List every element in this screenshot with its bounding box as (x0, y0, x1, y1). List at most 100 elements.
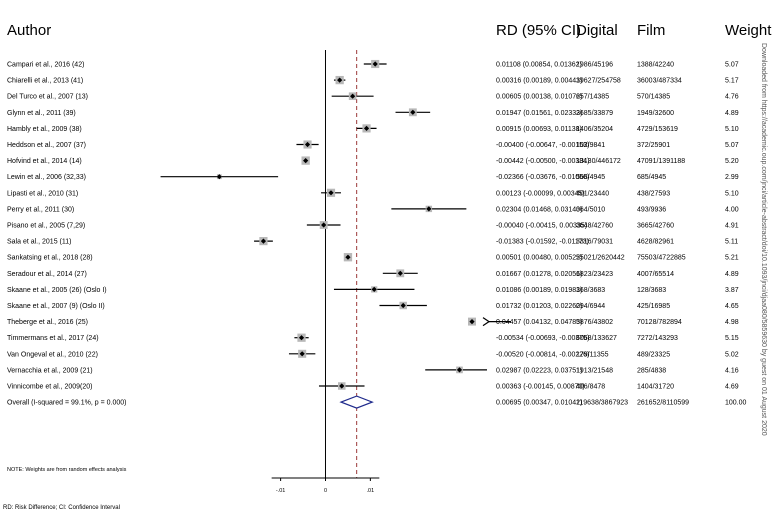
study-point-estimate (339, 383, 345, 389)
study-author: Campari et al., 2016 (42) (7, 62, 84, 69)
study-point-estimate (372, 61, 378, 67)
study-film-count: 685/4945 (637, 174, 666, 181)
study-weight: 4.69 (725, 384, 739, 391)
study-digital-count: 2685/33879 (576, 110, 613, 117)
study-film-count: 1388/42240 (637, 62, 674, 69)
study-film-count: 1404/31720 (637, 384, 674, 391)
offscale-arrow-icon (482, 317, 491, 327)
study-author: Hofvind et al., 2014 (14) (7, 158, 82, 165)
study-point-estimate (337, 77, 343, 83)
study-digital-count: 3316/79031 (576, 239, 613, 246)
x-tick-label: .01 (367, 488, 375, 494)
study-film-count: 128/3683 (637, 287, 666, 294)
study-author: Skaane et al., 2007 (9) (Oslo II) (7, 303, 105, 310)
study-digital-count: 13130/446172 (576, 158, 621, 165)
study-digital-count: 1913/21548 (576, 367, 613, 374)
study-weight: 4.16 (725, 367, 739, 374)
study-weight: 4.89 (725, 271, 739, 278)
study-film-count: 489/23325 (637, 351, 670, 358)
study-film-count: 285/4838 (637, 367, 666, 374)
study-rd-ci: 0.00316 (0.00189, 0.00443) (496, 78, 582, 85)
study-point-estimate (216, 174, 222, 180)
study-weight: 4.65 (725, 303, 739, 310)
study-rd-ci: 0.01086 (0.00189, 0.01983) (496, 287, 582, 294)
study-point-estimate (410, 109, 416, 115)
study-author: Sankatsing et al., 2018 (28) (7, 255, 93, 262)
study-film-count: 4729/153619 (637, 126, 678, 133)
weights-note: NOTE: Weights are from random effects an… (7, 467, 127, 473)
study-rd-ci: 0.00363 (-0.00145, 0.00870) (496, 384, 585, 391)
study-weight: 5.17 (725, 78, 739, 85)
study-point-estimate (303, 158, 309, 164)
study-rd-ci: 0.04457 (0.04132, 0.04783) (496, 319, 582, 326)
study-point-estimate (304, 141, 311, 148)
study-digital-count: 657/14385 (576, 94, 609, 101)
study-rd-ci: -0.00040 (-0.00415, 0.00335) (496, 223, 587, 230)
study-film-count: 3665/42760 (637, 223, 674, 230)
study-rd-ci: -0.00442 (-0.00500, -0.00384) (496, 158, 589, 165)
study-rd-ci: 0.01732 (0.01203, 0.02260) (496, 303, 582, 310)
study-weight: 4.91 (725, 223, 739, 230)
study-author: Seradour et al., 2014 (27) (7, 271, 87, 278)
study-digital-count: 55021/2620442 (576, 255, 625, 262)
overall-film-count: 261652/8110599 (637, 400, 689, 407)
study-rd-ci: -0.00400 (-0.00647, -0.00153) (496, 142, 589, 149)
overall-digital-count: 119638/3867923 (576, 400, 628, 407)
study-author: Del Turco et al., 2007 (13) (7, 94, 88, 101)
study-digital-count: 1406/35204 (576, 126, 613, 133)
study-author: Van Ongeval et al., 2010 (22) (7, 351, 98, 358)
study-point-estimate (363, 125, 370, 131)
overall-label: Overall (I-squared = 99.1%, p = 0.000) (7, 400, 126, 407)
study-digital-count: 19627/254758 (576, 78, 621, 85)
study-rd-ci: -0.02366 (-0.03676, -0.01056) (496, 174, 589, 181)
header-rd: RD (95% CI) (496, 22, 581, 39)
study-weight: 5.07 (725, 62, 739, 69)
study-weight: 5.07 (725, 142, 739, 149)
study-point-estimate (456, 367, 463, 373)
study-rd-ci: 0.00605 (0.00138, 0.01072) (496, 94, 582, 101)
study-author: Sala et al., 2015 (11) (7, 239, 71, 246)
study-rd-ci: 0.02987 (0.02223, 0.03751) (496, 367, 582, 374)
study-digital-count: 401/23440 (576, 190, 609, 197)
study-author: Vinnicombe et al., 2009(20) (7, 384, 92, 391)
study-rd-ci: 0.01108 (0.00854, 0.01362) (496, 62, 582, 69)
study-weight: 4.98 (725, 319, 739, 326)
study-rd-ci: 0.00915 (0.00693, 0.01138) (496, 126, 582, 133)
study-point-estimate (400, 302, 406, 309)
study-digital-count: 3648/42760 (576, 223, 613, 230)
study-author: Lipasti et al., 2010 (31) (7, 190, 78, 197)
study-point-estimate (299, 351, 305, 357)
study-point-estimate (426, 206, 432, 212)
study-digital-count: 168/3683 (576, 287, 605, 294)
study-author: Glynn et al., 2011 (39) (7, 110, 76, 117)
study-weight: 4.00 (725, 206, 739, 213)
study-film-count: 70128/782894 (637, 319, 682, 326)
study-weight: 4.89 (725, 110, 739, 117)
study-film-count: 4628/82961 (637, 239, 674, 246)
study-point-estimate (397, 270, 403, 276)
footnote: RD: Risk Difference; CI: Confidence Inte… (3, 505, 120, 511)
header-film: Film (637, 22, 665, 39)
download-watermark: Downloaded from https://academic.oup.com… (760, 43, 767, 436)
study-author: Vernacchia et al., 2009 (21) (7, 367, 93, 374)
study-point-estimate (260, 238, 267, 244)
study-film-count: 4007/65514 (637, 271, 674, 278)
header-weight: Weight (725, 22, 772, 39)
study-weight: 5.10 (725, 190, 739, 197)
study-point-estimate (345, 254, 351, 260)
study-rd-ci: 0.00501 (0.00480, 0.00522) (496, 255, 582, 262)
study-author: Theberge et al., 2016 (25) (7, 319, 88, 326)
study-point-estimate (298, 335, 305, 341)
study-film-count: 7272/143293 (637, 335, 678, 342)
study-author: Hambly et al., 2009 (38) (7, 126, 82, 133)
study-point-estimate (371, 286, 377, 292)
study-digital-count: 5876/43802 (576, 319, 613, 326)
study-film-count: 438/27593 (637, 190, 670, 197)
study-digital-count: 102/9841 (576, 142, 605, 149)
study-digital-count: 1823/23423 (576, 271, 613, 278)
study-film-count: 47091/1391188 (637, 158, 685, 165)
study-digital-count: 179/11355 (576, 351, 609, 358)
study-digital-count: 1986/45196 (576, 62, 613, 69)
study-point-estimate (328, 190, 334, 196)
